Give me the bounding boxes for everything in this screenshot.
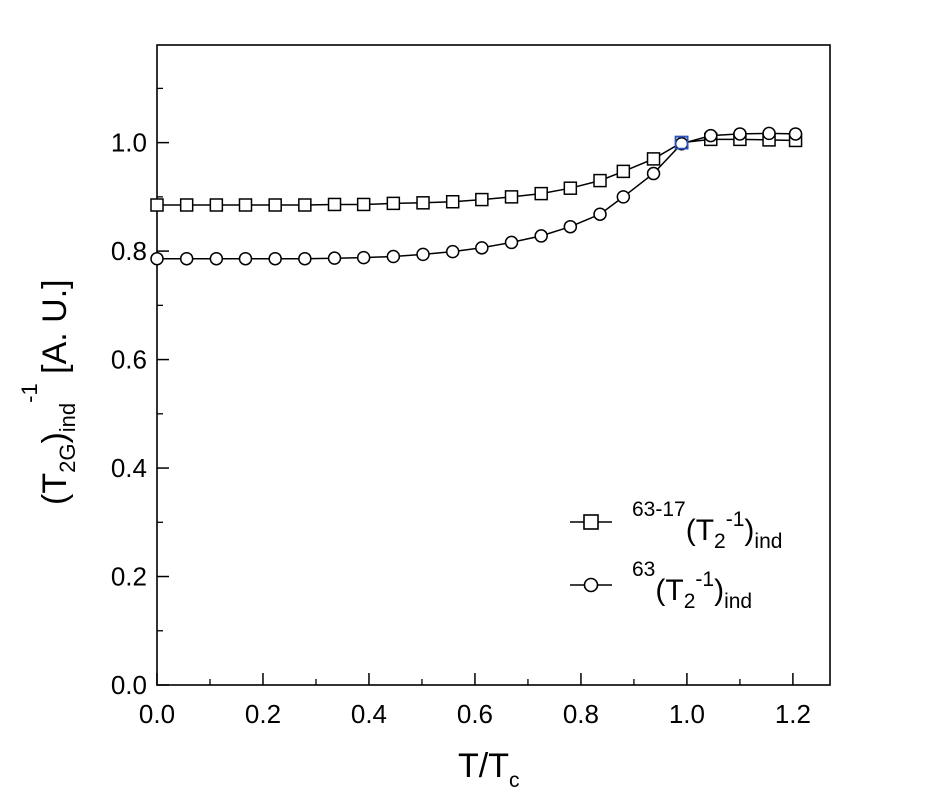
data-point-circle xyxy=(563,219,578,234)
data-point-circle xyxy=(475,241,489,255)
axis-ticks xyxy=(156,87,794,686)
x-tick-label: 0.2 xyxy=(245,699,281,729)
x-tick-label: 0.8 xyxy=(563,699,599,729)
x-tick-label: 0.6 xyxy=(457,699,493,729)
legend-square-marker xyxy=(583,514,599,530)
legend-entry-series-1: 63-17(T2-1)ind xyxy=(570,498,782,553)
data-point-circle xyxy=(762,126,776,141)
data-point-circle xyxy=(646,166,661,181)
data-point-square xyxy=(150,198,164,212)
data-point-circle xyxy=(298,251,312,266)
plot-frame xyxy=(156,44,831,686)
data-point-square xyxy=(356,197,371,212)
legend: 63-17(T2-1)ind 63(T2-1)ind xyxy=(570,498,782,613)
data-point-circle xyxy=(534,229,548,243)
legend-label-series-1: 63-17(T2-1)ind xyxy=(632,498,782,553)
data-point-square xyxy=(475,192,489,207)
y-tick-label: 1.0 xyxy=(111,128,147,158)
data-point-square xyxy=(504,190,519,204)
data-point-square xyxy=(209,198,224,212)
data-point-circle xyxy=(268,251,282,266)
data-point-circle xyxy=(704,128,718,143)
tick-labels: 0.0 0.2 0.4 0.6 0.8 1.0 1.2 0.0 0.2 0.4 0.6 0.8 1.0 xyxy=(111,128,811,729)
data-point-square xyxy=(327,197,342,212)
highlighted-data-point xyxy=(674,135,689,150)
data-point-circle xyxy=(386,249,401,264)
legend-entry-series-2: 63(T2-1)ind xyxy=(570,558,752,613)
data-point-square xyxy=(593,173,607,188)
data-point-square xyxy=(616,164,631,179)
data-point-square xyxy=(179,198,194,212)
data-point-square xyxy=(563,181,578,195)
y-tick-label: 0.6 xyxy=(111,345,147,375)
data-point-square xyxy=(238,198,253,212)
data-point-square xyxy=(445,194,460,209)
x-tick-label: 0.0 xyxy=(139,699,175,729)
y-axis-label: (T2G)ind-1 [A. U.] xyxy=(17,279,80,505)
y-tick-label: 0.8 xyxy=(111,236,147,266)
data-point-square xyxy=(534,186,548,201)
x-tick-label: 1.0 xyxy=(669,699,705,729)
data-point-circle xyxy=(788,127,803,141)
data-point-circle xyxy=(209,251,224,266)
data-point-square xyxy=(416,196,430,210)
data-point-circle xyxy=(616,190,631,204)
data-point-circle xyxy=(504,235,519,250)
data-point-circle xyxy=(150,251,164,266)
y-tick-label: 0.4 xyxy=(111,453,147,483)
data-point-square xyxy=(646,152,661,166)
data-point-square xyxy=(268,198,282,212)
data-point-circle xyxy=(179,251,194,266)
data-point-square xyxy=(386,196,401,211)
legend-label-series-2: 63(T2-1)ind xyxy=(632,558,752,613)
x-axis-label: T/Tc xyxy=(458,747,519,792)
data-point-circle xyxy=(445,244,460,259)
data-point-circle xyxy=(733,127,747,141)
series-layer xyxy=(150,126,803,266)
data-point-circle xyxy=(356,250,371,265)
data-point-circle xyxy=(416,247,430,262)
legend-circle-marker xyxy=(583,577,599,593)
data-point-circle xyxy=(327,251,342,265)
data-point-circle xyxy=(593,207,607,221)
data-point-circle xyxy=(238,251,253,266)
data-point-square xyxy=(298,198,312,212)
y-tick-label: 0.2 xyxy=(111,562,147,592)
y-tick-label: 0.0 xyxy=(111,670,147,700)
x-tick-label: 0.4 xyxy=(351,699,387,729)
x-tick-label: 1.2 xyxy=(775,699,811,729)
